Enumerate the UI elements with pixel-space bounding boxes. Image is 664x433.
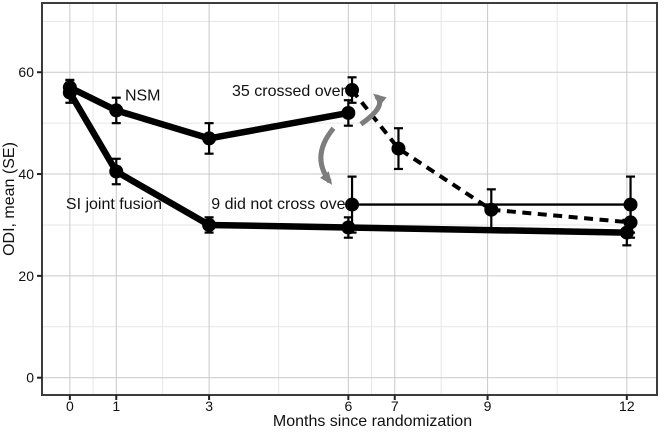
crossover-down-arrow [318,126,336,185]
data-point [345,83,360,98]
series-35-crossed-over [345,76,638,239]
annotation-9-did-not-cross-over: 9 did not cross over [211,196,351,213]
data-point [109,164,124,179]
x-axis-title: Months since randomization [273,413,472,430]
data-point [202,131,217,146]
data-point [202,217,217,232]
x-tick-label: 9 [484,398,492,414]
y-tick-label: 60 [18,64,34,80]
annotation-35-crossed-over: 35 crossed over [232,83,347,100]
crossover-up-arrow [359,93,387,127]
series-line [350,88,631,225]
x-tick-label: 0 [66,398,74,414]
series-line [68,84,349,142]
panel-border [41,2,658,396]
x-tick-label: 3 [205,398,213,414]
data-point [345,197,360,212]
y-tick-label: 20 [18,268,34,284]
data-point [391,141,406,156]
data-point [484,202,499,217]
y-tick-label: 40 [18,166,34,182]
data-point [62,85,77,100]
data-point [341,105,356,120]
x-tick-label: 1 [112,398,120,414]
x-tick-label: 12 [619,398,635,414]
annotation-si-joint-fusion: SI joint fusion [66,196,162,213]
data-point [623,215,638,230]
y-tick-label: 0 [26,370,34,386]
x-tick-label: 6 [344,398,352,414]
x-tick-label: 7 [391,398,399,414]
data-point [109,103,124,118]
annotation-nsm: NSM [125,88,161,105]
y-axis-title: ODI, mean (SE) [1,142,18,256]
